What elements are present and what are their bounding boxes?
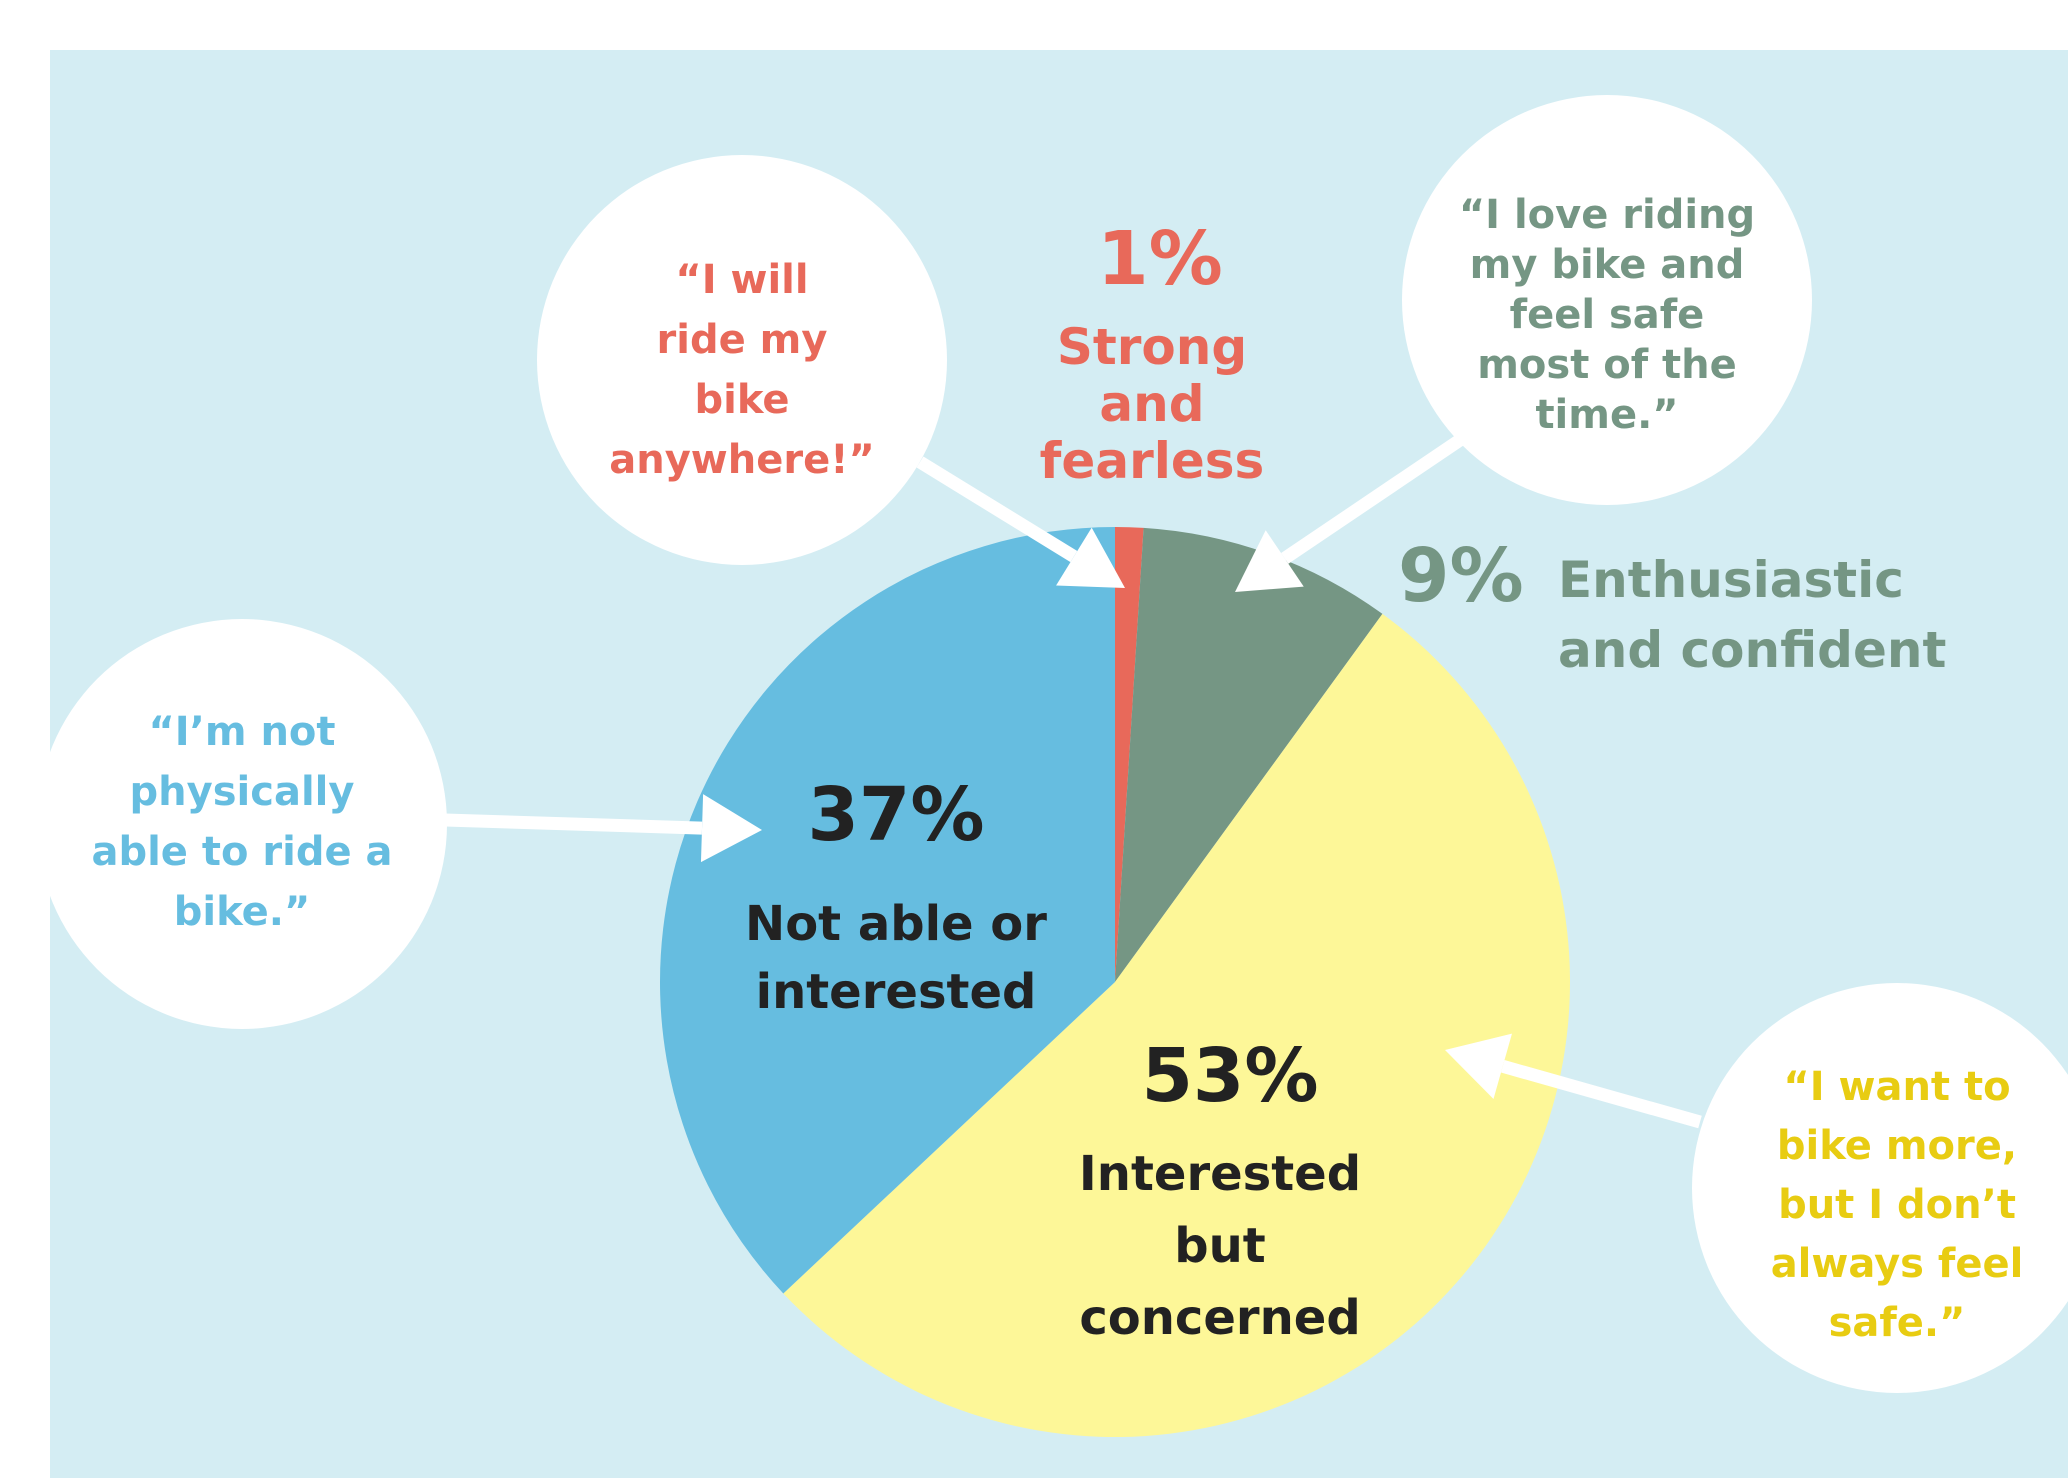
bubble-circle — [37, 619, 447, 1029]
percent-label: 53% — [1141, 1033, 1318, 1119]
pie-slice-enthusiastic — [1115, 527, 1383, 982]
quote-line: bike — [695, 377, 790, 423]
pie-slice-notable — [659, 527, 1115, 1294]
percent-label: 9% — [1398, 533, 1524, 619]
quote-bubble-notable: “I’m not physically able to ride a bike.” — [37, 619, 447, 1029]
category-label-line: concerned — [1079, 1290, 1360, 1346]
slice-label-enthusiastic: 9% Enthusiastic and confident — [1398, 533, 1946, 679]
category-label-line: Interested — [1079, 1146, 1361, 1202]
category-label-line: interested — [756, 964, 1037, 1020]
quote-bubble-interested: “I want to bike more, but I don’t always fe… — [1692, 983, 2068, 1393]
arrow-strong — [916, 456, 1125, 588]
quote-line: physically — [130, 769, 355, 815]
bubble-circle — [537, 155, 947, 565]
percent-label: 1% — [1097, 216, 1223, 302]
category-label-line: Not able or — [745, 896, 1047, 952]
category-label-line: but — [1174, 1218, 1265, 1274]
category-label-line: fearless — [1040, 432, 1265, 490]
quote-line: “I love riding — [1459, 192, 1755, 238]
quote-line: feel safe — [1510, 292, 1705, 338]
quote-line: always feel — [1771, 1241, 2024, 1287]
slice-label-notable: 37% Not able or interested — [745, 772, 1047, 1020]
category-label-line: and confident — [1558, 621, 1946, 679]
quote-line: time.” — [1535, 392, 1678, 438]
arrow-notable — [444, 794, 762, 863]
quote-line: most of the — [1477, 342, 1737, 388]
quote-line: my bike and — [1470, 242, 1745, 288]
quote-line: but I don’t — [1778, 1182, 2016, 1228]
percent-label: 37% — [807, 772, 984, 858]
pie-slice-strong — [1115, 527, 1144, 982]
bubble-circle — [1692, 983, 2068, 1393]
quote-line: anywhere!” — [609, 437, 875, 483]
bubble-circle — [1402, 95, 1812, 505]
quote-line: ride my — [657, 317, 828, 363]
slice-label-interested: 53% Interested but concerned — [1079, 1033, 1361, 1346]
quote-line: able to ride a — [91, 829, 392, 875]
arrow-enthusiastic — [1235, 434, 1464, 592]
pie-slice-interested — [783, 613, 1570, 1437]
arrow-interested — [1445, 1033, 1702, 1129]
category-label-line: Enthusiastic — [1558, 551, 1904, 609]
quote-line: “I want to — [1783, 1064, 2010, 1110]
quote-bubble-strong: “I will ride my bike anywhere!” — [537, 155, 947, 565]
quote-line: “I’m not — [148, 709, 335, 755]
quote-line: bike more, — [1777, 1123, 2017, 1169]
quote-line: safe.” — [1829, 1300, 1966, 1346]
quote-line: bike.” — [174, 889, 310, 935]
category-label-line: and — [1099, 375, 1204, 433]
quote-line: “I will — [675, 257, 808, 303]
category-label-line: Strong — [1057, 318, 1247, 376]
